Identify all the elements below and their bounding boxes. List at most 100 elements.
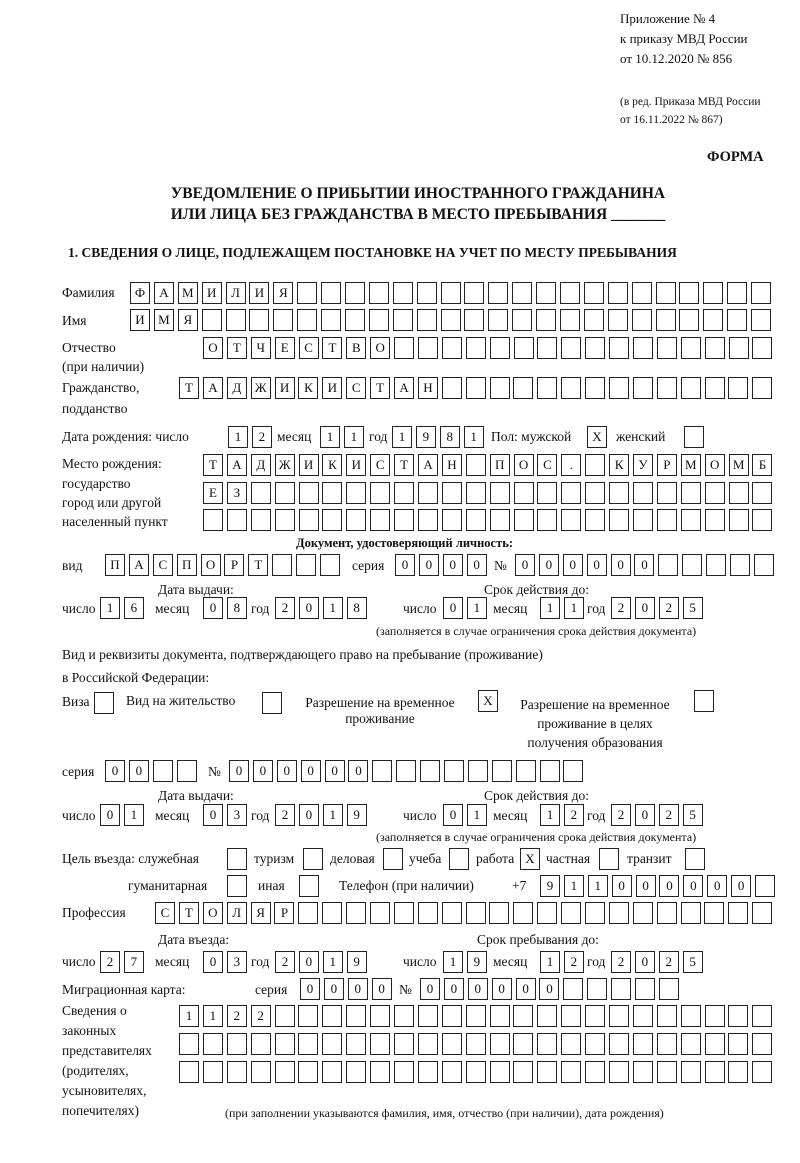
char-box[interactable] bbox=[227, 875, 247, 897]
char-box[interactable] bbox=[728, 902, 749, 924]
char-box[interactable] bbox=[465, 337, 486, 359]
char-box[interactable]: 2 bbox=[275, 804, 295, 826]
char-box[interactable] bbox=[680, 1061, 701, 1083]
char-box[interactable] bbox=[561, 1005, 582, 1027]
purpose-work-checkbox[interactable]: X bbox=[520, 848, 540, 870]
char-box[interactable] bbox=[563, 978, 584, 1000]
char-box[interactable]: 1 bbox=[540, 597, 560, 619]
char-box[interactable] bbox=[513, 1033, 534, 1055]
char-box[interactable] bbox=[226, 1061, 247, 1083]
char-box[interactable]: 1 bbox=[202, 1005, 223, 1027]
char-box[interactable] bbox=[441, 1061, 462, 1083]
char-box[interactable] bbox=[635, 978, 656, 1000]
char-box[interactable] bbox=[489, 1061, 510, 1083]
char-box[interactable]: 0 bbox=[683, 875, 704, 897]
char-box[interactable] bbox=[370, 482, 391, 504]
char-box[interactable]: 2 bbox=[563, 951, 584, 973]
char-box[interactable]: 0 bbox=[659, 875, 680, 897]
char-box[interactable]: М bbox=[728, 454, 749, 476]
char-box[interactable] bbox=[655, 282, 676, 304]
char-box[interactable] bbox=[585, 1033, 606, 1055]
char-box[interactable] bbox=[656, 1005, 677, 1027]
char-box[interactable] bbox=[609, 509, 630, 531]
char-box[interactable] bbox=[609, 482, 630, 504]
edu-residence-checkbox[interactable] bbox=[694, 690, 714, 712]
char-box[interactable]: Н bbox=[441, 454, 462, 476]
char-box[interactable]: 2 bbox=[275, 951, 295, 973]
char-box[interactable] bbox=[299, 875, 319, 897]
char-box[interactable] bbox=[679, 282, 700, 304]
char-box[interactable] bbox=[465, 1033, 486, 1055]
char-box[interactable]: 8 bbox=[346, 597, 367, 619]
char-box[interactable] bbox=[537, 1033, 558, 1055]
char-box[interactable] bbox=[513, 482, 534, 504]
char-box[interactable]: И bbox=[322, 377, 343, 399]
char-box[interactable] bbox=[394, 509, 415, 531]
char-box[interactable] bbox=[262, 692, 282, 714]
char-box[interactable]: У bbox=[633, 454, 654, 476]
char-box[interactable] bbox=[417, 902, 438, 924]
char-box[interactable] bbox=[202, 1061, 223, 1083]
char-box[interactable] bbox=[656, 902, 677, 924]
char-box[interactable] bbox=[320, 554, 341, 576]
char-box[interactable] bbox=[298, 1033, 319, 1055]
char-box[interactable]: Д bbox=[250, 454, 271, 476]
char-box[interactable] bbox=[274, 1033, 295, 1055]
char-box[interactable] bbox=[752, 1005, 773, 1027]
char-box[interactable] bbox=[656, 1033, 677, 1055]
char-box[interactable] bbox=[489, 337, 510, 359]
char-box[interactable] bbox=[370, 1061, 391, 1083]
temp-residence-checkbox[interactable]: X bbox=[478, 690, 498, 712]
char-box[interactable] bbox=[274, 1061, 295, 1083]
char-box[interactable]: П bbox=[176, 554, 197, 576]
char-box[interactable]: О bbox=[370, 337, 391, 359]
char-box[interactable] bbox=[346, 1061, 367, 1083]
char-box[interactable] bbox=[680, 482, 701, 504]
char-box[interactable] bbox=[250, 1061, 271, 1083]
purpose-official-checkbox[interactable] bbox=[227, 848, 247, 870]
char-box[interactable]: Т bbox=[179, 377, 199, 399]
char-box[interactable]: 0 bbox=[203, 804, 223, 826]
char-box[interactable] bbox=[368, 309, 389, 331]
char-box[interactable]: 9 bbox=[466, 951, 487, 973]
char-box[interactable] bbox=[393, 902, 414, 924]
char-box[interactable]: Т bbox=[226, 337, 247, 359]
char-box[interactable]: 0 bbox=[467, 978, 488, 1000]
char-box[interactable] bbox=[703, 282, 724, 304]
purpose-tourism-checkbox[interactable] bbox=[303, 848, 323, 870]
char-box[interactable]: 0 bbox=[562, 554, 583, 576]
char-box[interactable] bbox=[179, 1061, 199, 1083]
char-box[interactable]: И bbox=[130, 309, 150, 331]
char-box[interactable] bbox=[346, 1033, 367, 1055]
char-box[interactable]: Т bbox=[203, 454, 223, 476]
char-box[interactable]: И bbox=[274, 377, 295, 399]
char-box[interactable]: А bbox=[418, 454, 439, 476]
char-box[interactable]: А bbox=[128, 554, 149, 576]
char-box[interactable] bbox=[489, 509, 510, 531]
char-box[interactable]: 1 bbox=[100, 597, 120, 619]
char-box[interactable] bbox=[561, 1033, 582, 1055]
char-box[interactable] bbox=[655, 309, 676, 331]
char-box[interactable] bbox=[537, 509, 558, 531]
char-box[interactable] bbox=[752, 1033, 773, 1055]
char-box[interactable] bbox=[560, 282, 581, 304]
char-box[interactable] bbox=[464, 309, 485, 331]
char-box[interactable] bbox=[536, 282, 557, 304]
char-box[interactable]: С bbox=[346, 377, 367, 399]
char-box[interactable] bbox=[226, 509, 247, 531]
char-box[interactable]: К bbox=[609, 454, 630, 476]
char-box[interactable] bbox=[394, 1005, 415, 1027]
char-box[interactable]: 0 bbox=[324, 760, 345, 782]
char-box[interactable] bbox=[631, 309, 652, 331]
char-box[interactable] bbox=[392, 282, 413, 304]
char-box[interactable]: Д bbox=[226, 377, 247, 399]
char-box[interactable]: П bbox=[105, 554, 125, 576]
char-box[interactable] bbox=[704, 1005, 725, 1027]
char-box[interactable] bbox=[585, 377, 606, 399]
